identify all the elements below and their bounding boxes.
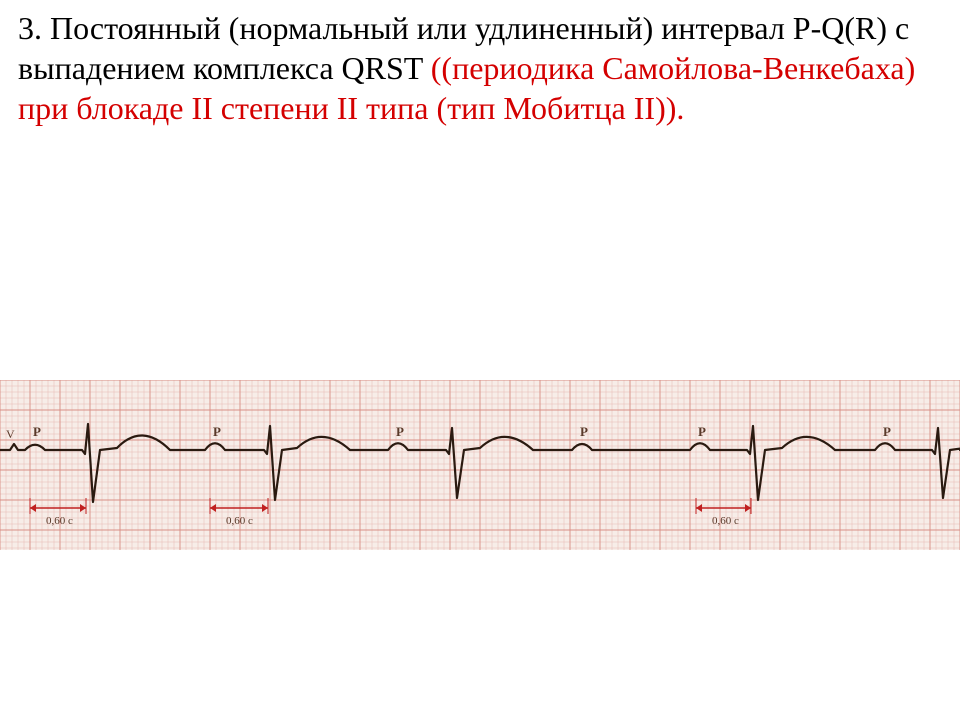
ecg-strip: P P P P P P V 0,60 с 0,60 с 0,60 с: [0, 380, 960, 550]
svg-text:P: P: [33, 424, 41, 439]
svg-text:V: V: [6, 427, 15, 441]
svg-text:P: P: [213, 424, 221, 439]
svg-text:P: P: [580, 424, 588, 439]
svg-text:0,60 с: 0,60 с: [712, 515, 739, 527]
svg-text:P: P: [883, 424, 891, 439]
description-text: 3. Постоянный (нормальный или удлиненный…: [0, 0, 960, 128]
svg-text:0,60 с: 0,60 с: [46, 515, 73, 527]
svg-text:P: P: [396, 424, 404, 439]
svg-text:0,60 с: 0,60 с: [226, 515, 253, 527]
svg-text:P: P: [698, 424, 706, 439]
ecg-svg: P P P P P P V 0,60 с 0,60 с 0,60 с: [0, 380, 960, 550]
